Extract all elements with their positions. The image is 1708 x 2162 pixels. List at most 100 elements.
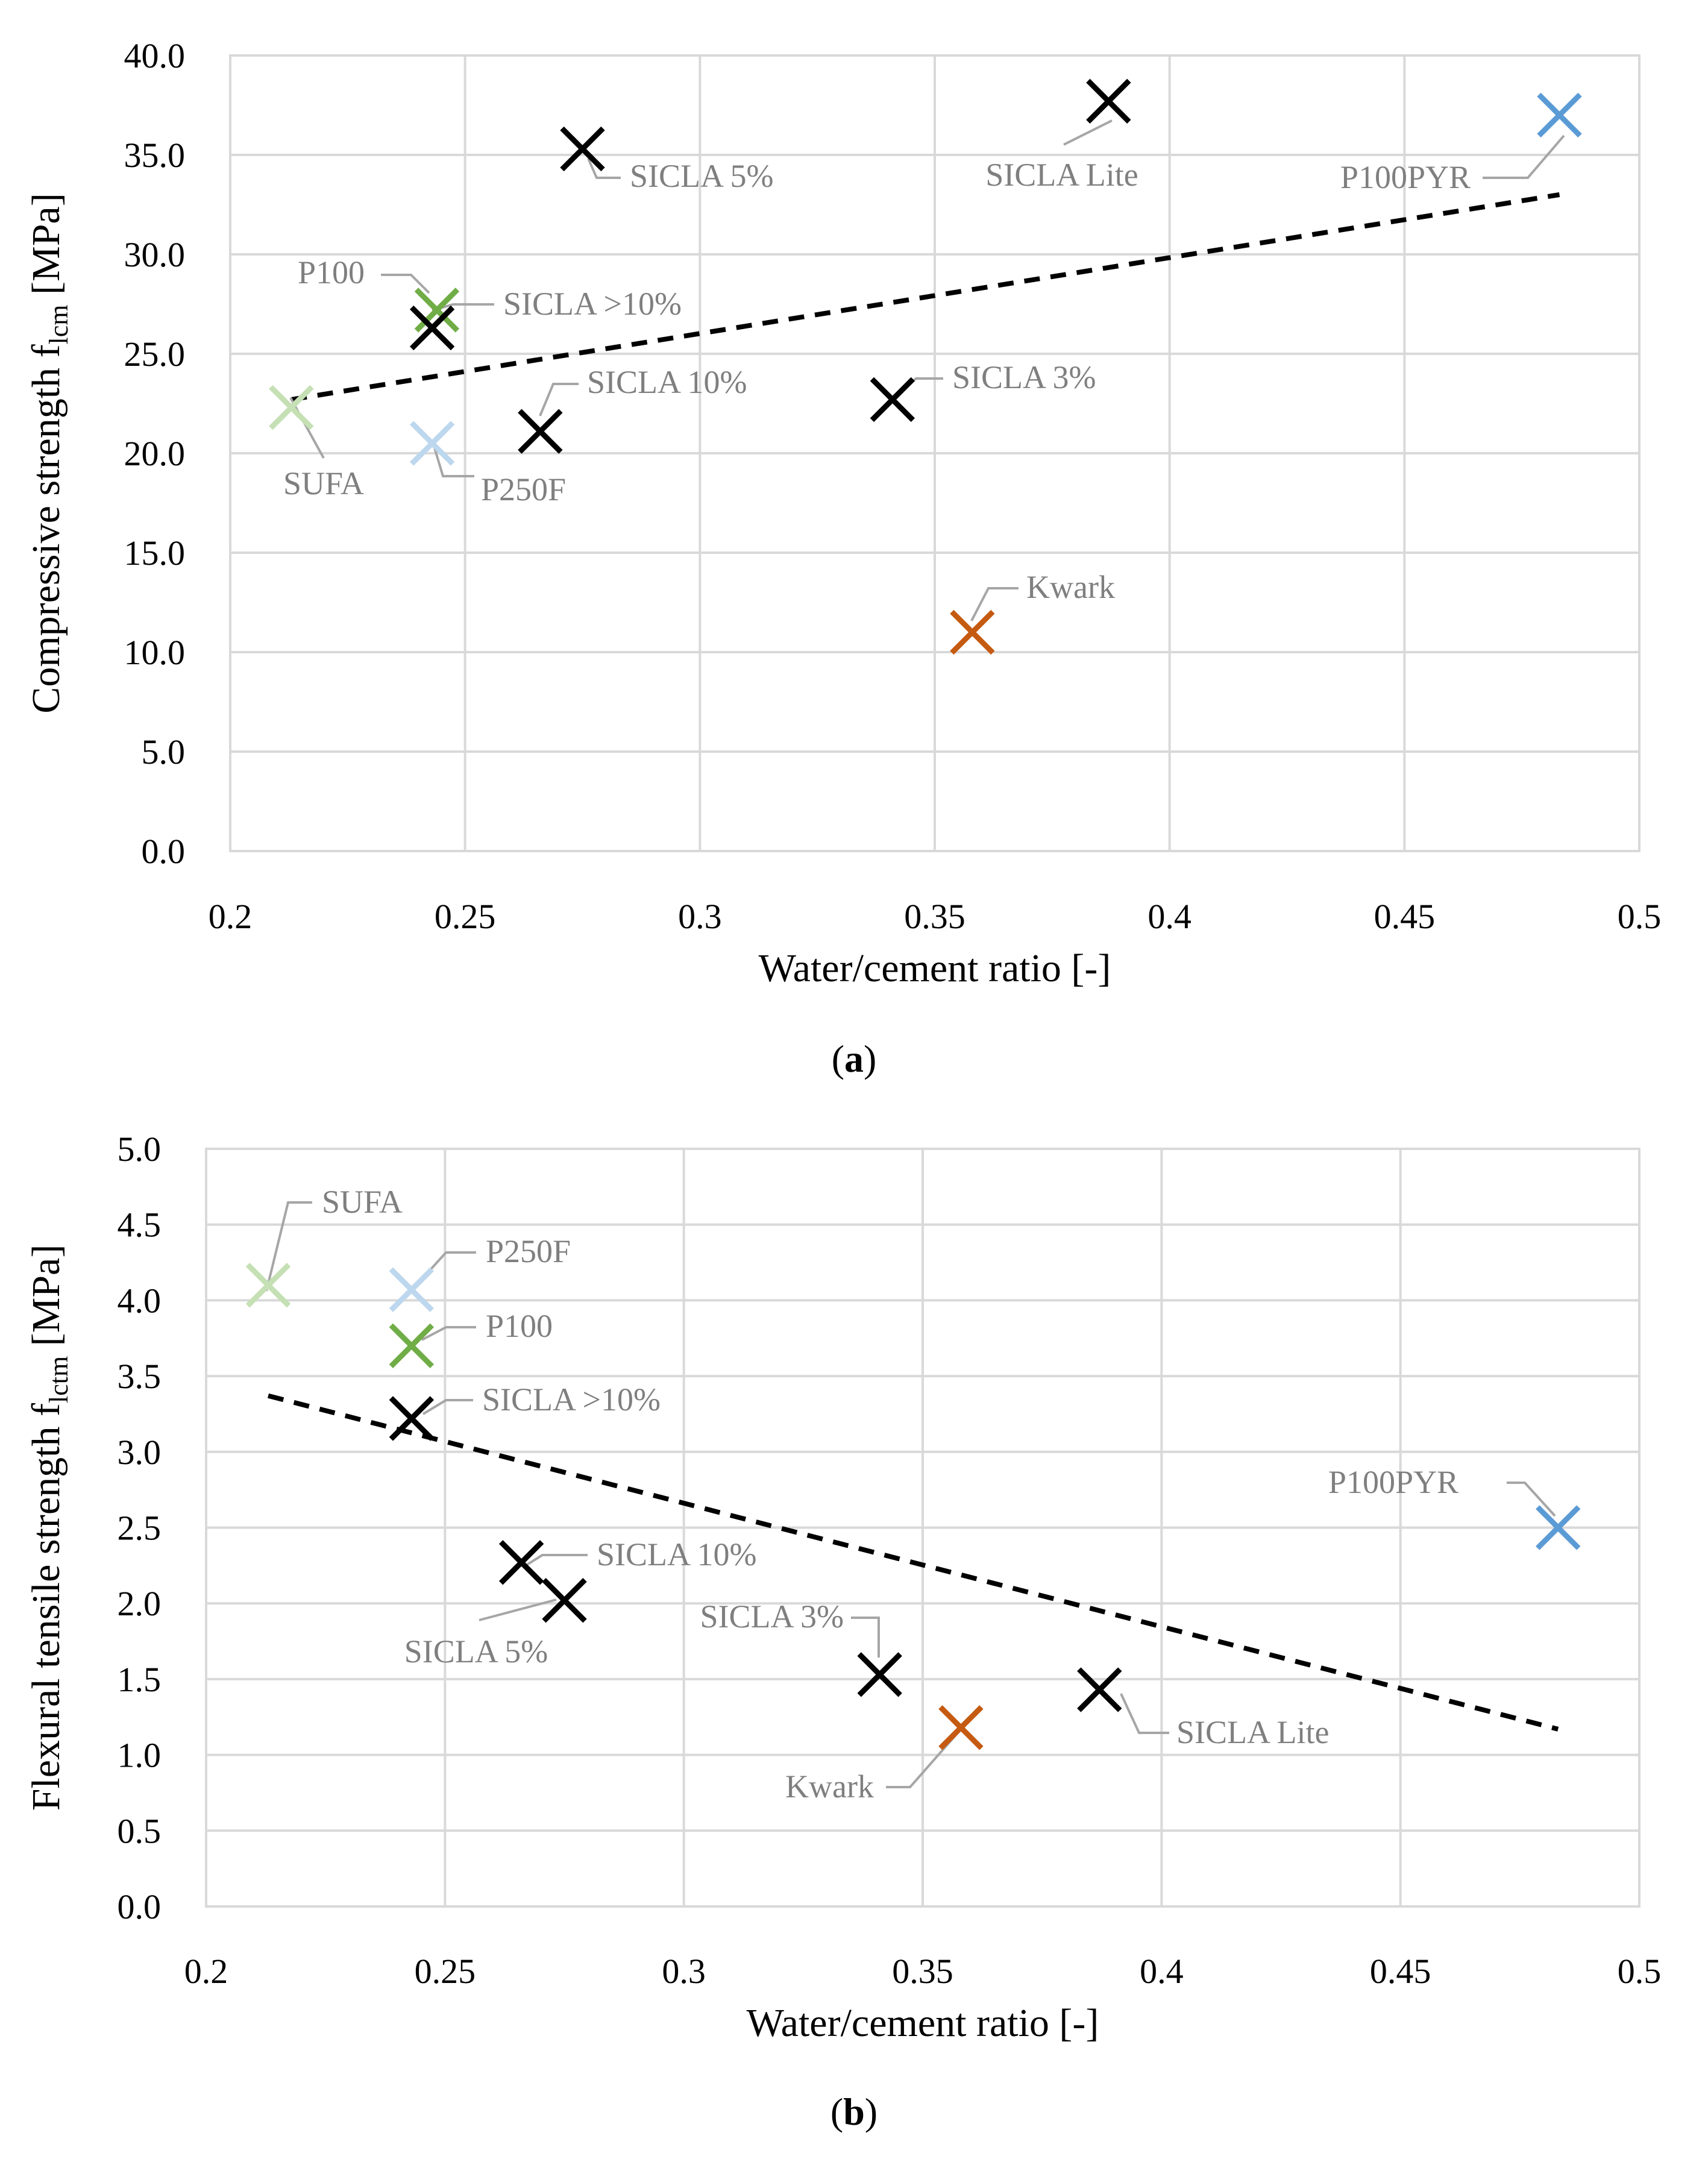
y-tick-label: 5.0 <box>142 732 186 771</box>
point-label-leader <box>886 1731 959 1788</box>
data-point-marker <box>1537 92 1582 138</box>
point-label: P250F <box>486 1233 571 1269</box>
marker-stroke <box>1537 92 1582 138</box>
data-point-marker <box>938 1705 984 1750</box>
data-point-marker <box>269 385 314 430</box>
x-tick-label: 0.3 <box>662 1952 706 1991</box>
point-label-leader <box>1063 119 1113 146</box>
chart-a-compressive-strength: 0.2 0.25 0.3 0.35 0.4 0.45 0.5 0.0 5.0 10.0 15.0 20… <box>24 36 1661 1080</box>
y-tick-label: 30.0 <box>124 235 186 274</box>
point-label-leader <box>970 587 1019 621</box>
panel-label: (a) <box>832 1037 877 1080</box>
x-tick-label: 0.35 <box>904 897 965 936</box>
point-label: SICLA 3% <box>700 1598 844 1635</box>
point-label-leader <box>381 274 430 294</box>
x-tick-label: 0.45 <box>1370 1952 1431 1991</box>
point-label: SICLA Lite <box>985 157 1138 193</box>
data-point-marker <box>245 1263 291 1308</box>
point-label: SICLA Lite <box>1176 1714 1330 1750</box>
data-point-marker <box>542 1577 587 1623</box>
y-axis-title: Compressive strength flcm [MPa] <box>24 193 74 713</box>
panel-label-letter: b <box>843 2090 865 2133</box>
point-label: P100 <box>486 1308 553 1344</box>
marker-stroke <box>950 609 995 655</box>
data-point-marker <box>414 288 460 333</box>
point-label-leader <box>422 1399 473 1415</box>
trendline <box>268 1393 1559 1732</box>
data-point-marker <box>560 126 605 172</box>
data-point-marker <box>1086 78 1131 124</box>
y-tick-label: 25.0 <box>124 335 186 374</box>
data-point-marker <box>389 1267 435 1312</box>
y-tick-label: 4.0 <box>118 1281 162 1320</box>
x-axis-title: Water/cement ratio [-] <box>759 946 1111 990</box>
point-label: P100PYR <box>1340 159 1471 195</box>
y-tick-label: 4.5 <box>118 1205 162 1245</box>
y-tick-label: 1.0 <box>118 1736 162 1775</box>
marker-stroke <box>245 1263 291 1308</box>
point-label: SICLA >10% <box>503 286 682 322</box>
point-label-leader <box>410 1251 476 1292</box>
point-label: SICLA >10% <box>482 1381 661 1418</box>
x-tick-label: 0.5 <box>1618 1952 1662 1991</box>
point-label-leader <box>522 1554 588 1568</box>
y-tick-label: 2.5 <box>118 1509 162 1548</box>
point-label-leader <box>479 1598 557 1621</box>
point-label: SUFA <box>283 465 364 501</box>
point-label: SICLA 5% <box>404 1633 548 1670</box>
point-label-leader <box>539 383 579 416</box>
chart-b-flexural-tensile-strength: 0.2 0.25 0.3 0.35 0.4 0.45 0.5 0.0 0.5 1.0 1.5 2.0 2… <box>24 1130 1661 2133</box>
point-label: SUFA <box>322 1184 403 1220</box>
y-axis-title-unit: [MPa] <box>24 1245 68 1356</box>
point-label: P100 <box>298 254 365 291</box>
x-tick-label: 0.25 <box>435 897 496 936</box>
data-point-marker <box>870 377 915 423</box>
point-label: SICLA 10% <box>597 1536 757 1573</box>
y-tick-label: 10.0 <box>124 633 186 672</box>
data-point-marker <box>389 1396 435 1441</box>
y-axis-title-unit: [MPa] <box>24 193 68 304</box>
x-tick-label: 0.35 <box>892 1952 953 1991</box>
panel-label-open: ( <box>830 2090 843 2133</box>
point-label-leader <box>433 445 474 477</box>
x-tick-label: 0.3 <box>678 897 722 936</box>
trendline <box>290 192 1560 402</box>
y-tick-label: 0.0 <box>118 1887 162 1926</box>
marker-stroke <box>1086 78 1131 124</box>
y-axis-title-main: Flexural tensile strength f <box>24 1403 68 1811</box>
point-label: P250F <box>481 471 566 508</box>
y-tick-label: 40.0 <box>124 36 186 75</box>
y-axis-title: Flexural tensile strength flctm [MPa] <box>24 1245 74 1811</box>
data-point-marker <box>1536 1505 1581 1550</box>
panel-label: (b) <box>830 2090 878 2133</box>
x-tick-label: 0.5 <box>1618 897 1662 936</box>
marker-stroke <box>409 305 455 351</box>
marker-stroke <box>542 1577 587 1623</box>
data-point-marker <box>518 409 563 454</box>
point-label-leader <box>1507 1482 1556 1517</box>
y-tick-label: 3.5 <box>118 1357 162 1396</box>
marker-stroke <box>389 1267 435 1312</box>
panel-label-letter: a <box>844 1037 864 1080</box>
point-label: P100PYR <box>1328 1464 1458 1500</box>
data-point-marker <box>389 1323 435 1369</box>
data-point-marker <box>950 609 995 655</box>
marker-stroke <box>414 288 460 333</box>
point-label: Kwark <box>1026 569 1115 605</box>
y-tick-label: 20.0 <box>124 434 186 473</box>
point-label-leader <box>1120 1693 1169 1734</box>
point-label: SICLA 10% <box>587 364 747 400</box>
x-tick-label: 0.2 <box>209 897 253 936</box>
marker-stroke <box>870 377 915 423</box>
y-tick-label: 5.0 <box>118 1130 162 1169</box>
x-axis-title: Water/cement ratio [-] <box>747 2001 1099 2045</box>
marker-stroke <box>518 409 563 454</box>
marker-stroke <box>498 1540 544 1585</box>
marker-stroke <box>938 1705 984 1750</box>
data-point-marker <box>857 1652 902 1697</box>
marker-stroke <box>389 1323 435 1369</box>
data-point-marker <box>409 305 455 351</box>
point-label: Kwark <box>785 1768 874 1805</box>
x-tick-label: 0.2 <box>184 1952 228 1991</box>
